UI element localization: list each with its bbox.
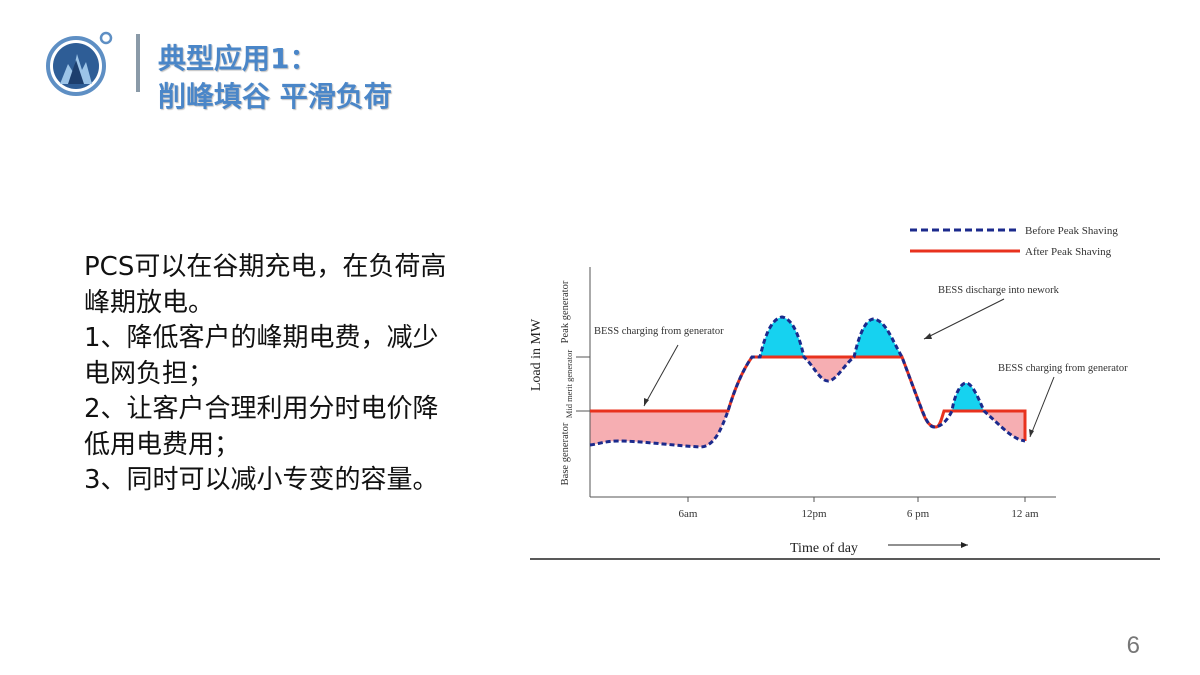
annotation-arrowhead — [644, 398, 649, 406]
x-tick-label: 6 pm — [907, 508, 930, 520]
building-globe-logo — [46, 31, 113, 96]
body-line: 峰期放电。 — [84, 287, 215, 318]
legend-label-after: After Peak Shaving — [1025, 246, 1112, 258]
x-tick-label: 12pm — [801, 508, 827, 520]
annotation-charging-right: BESS charging from generator — [998, 363, 1128, 374]
charge-area-right — [984, 411, 1025, 441]
annotation-arrow — [923, 298, 1005, 340]
x-tick-label: 6am — [679, 508, 698, 520]
title-line-2: 削峰填谷 平滑负荷 — [158, 80, 392, 113]
body-text: PCS可以在谷期充电，在负荷高 峰期放电。 1、降低客户的峰期电费，减少 电网负… — [84, 250, 504, 499]
y-axis-label: Load in MW — [529, 318, 544, 391]
charge-area-mid — [804, 357, 854, 381]
body-line: PCS可以在谷期充电，在负荷高 — [84, 252, 447, 282]
x-axis-label: Time of day — [790, 541, 858, 556]
annotation-arrow — [643, 344, 679, 407]
discharge-area-2 — [854, 319, 902, 357]
annotation-arrowhead — [1029, 429, 1034, 437]
x-axis-arrowhead — [961, 542, 968, 548]
body-line: 1、降低客户的峰期电费，减少 — [84, 323, 439, 353]
title-line-1: 典型应用1： — [158, 42, 318, 75]
body-line: 电网负担； — [84, 358, 215, 389]
title-divider — [136, 34, 140, 92]
body-line: 2、让客户合理利用分时电价降 — [84, 394, 439, 424]
body-line: 低用电费用； — [84, 429, 241, 460]
y-band-label-mid: Mid merit generator — [564, 350, 574, 419]
y-band-label-peak: Peak generator — [560, 280, 571, 343]
annotation-arrowhead — [924, 333, 932, 339]
peak-shaving-chart: Before Peak Shaving After Peak Shaving 6… — [529, 225, 1160, 560]
x-tick-label: 12 am — [1011, 508, 1039, 520]
page-number: 6 — [1126, 632, 1140, 659]
annotation-charging-left: BESS charging from generator — [594, 326, 724, 337]
annotation-arrow — [1029, 376, 1055, 438]
series-line-before — [589, 315, 1026, 449]
slide-title: 典型应用1： 削峰填谷 平滑负荷 — [158, 40, 392, 116]
charge-area-left — [590, 411, 728, 447]
annotation-discharge: BESS discharge into nework — [938, 285, 1060, 296]
body-line: 3、同时可以减小专变的容量。 — [84, 465, 439, 495]
legend-label-before: Before Peak Shaving — [1025, 225, 1118, 237]
y-band-label-base: Base generator — [560, 422, 571, 485]
